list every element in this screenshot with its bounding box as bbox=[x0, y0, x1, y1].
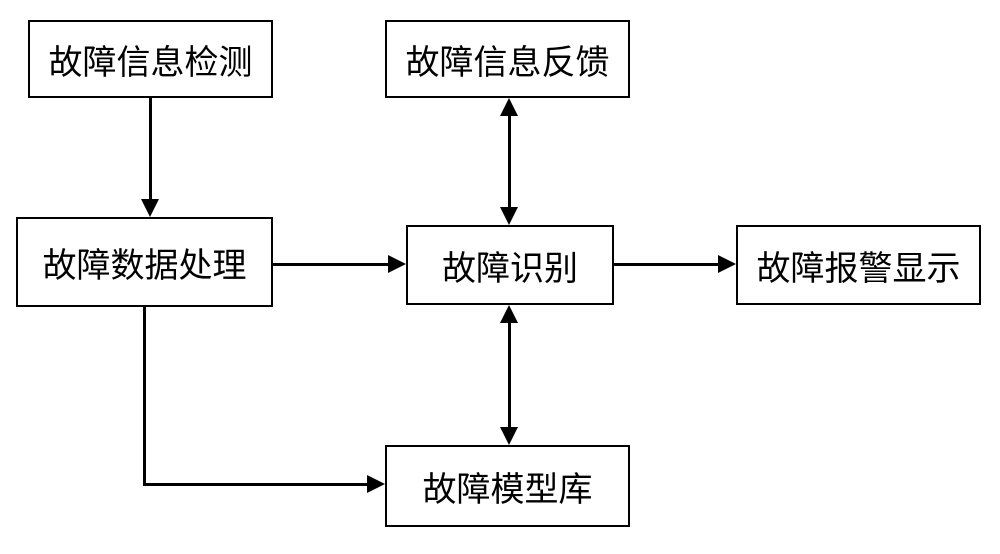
node-recognition: 故障识别 bbox=[406, 225, 614, 305]
arrowhead-recognition-down-from-feedback bbox=[500, 207, 518, 225]
node-detection: 故障信息检测 bbox=[28, 20, 273, 98]
edge-processing-model-h bbox=[143, 483, 368, 486]
node-model-library: 故障模型库 bbox=[385, 445, 630, 527]
arrowhead-recognition-alarm bbox=[718, 255, 736, 273]
edge-detection-processing bbox=[149, 98, 152, 200]
node-detection-label: 故障信息检测 bbox=[49, 35, 253, 84]
arrowhead-detection-processing bbox=[141, 199, 159, 217]
arrowhead-feedback-up bbox=[500, 98, 518, 116]
edge-feedback-recognition bbox=[508, 115, 511, 208]
node-feedback: 故障信息反馈 bbox=[385, 20, 630, 98]
edge-processing-recognition bbox=[273, 263, 389, 266]
arrowhead-processing-model bbox=[367, 475, 385, 493]
edge-recognition-alarm bbox=[614, 263, 719, 266]
node-recognition-label: 故障识别 bbox=[442, 241, 578, 290]
node-alarm-label: 故障报警显示 bbox=[757, 241, 961, 290]
arrowhead-recognition-up-from-model bbox=[500, 305, 518, 323]
node-processing: 故障数据处理 bbox=[16, 217, 273, 307]
node-processing-label: 故障数据处理 bbox=[43, 238, 247, 287]
node-alarm: 故障报警显示 bbox=[736, 225, 981, 305]
arrowhead-processing-recognition bbox=[388, 255, 406, 273]
arrowhead-model-down bbox=[500, 427, 518, 445]
node-feedback-label: 故障信息反馈 bbox=[406, 35, 610, 84]
edge-recognition-model bbox=[508, 322, 511, 428]
edge-processing-model-v bbox=[143, 307, 146, 485]
node-model-library-label: 故障模型库 bbox=[423, 462, 593, 511]
